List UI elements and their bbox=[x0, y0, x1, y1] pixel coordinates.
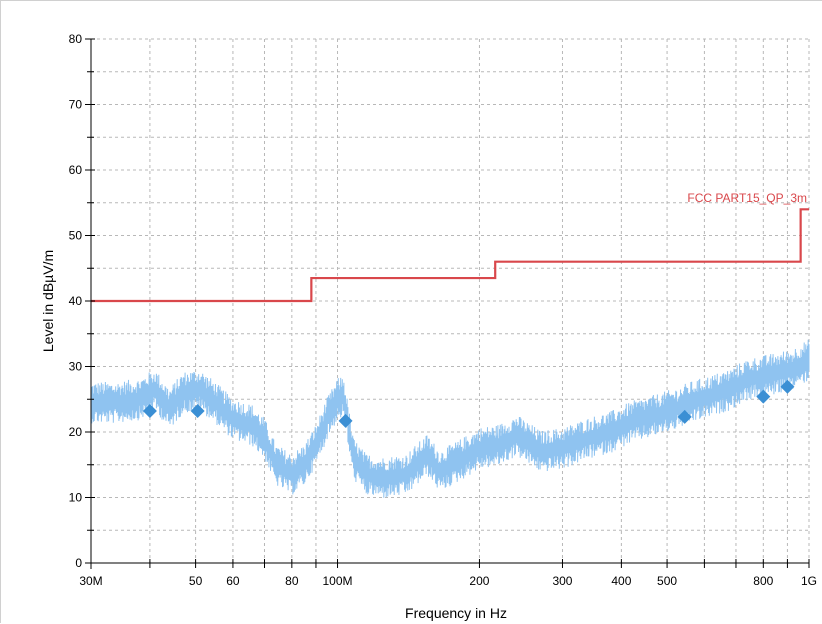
x-tick-label: 300 bbox=[552, 574, 572, 588]
y-tick-label: 50 bbox=[69, 229, 83, 243]
limit-step-path bbox=[91, 208, 809, 303]
y-tick-label: 70 bbox=[69, 98, 83, 112]
peak-marker bbox=[190, 404, 205, 419]
peak-markers bbox=[142, 379, 795, 428]
y-axis-title: Level in dBµV/m bbox=[40, 250, 56, 352]
x-tick-label: 400 bbox=[611, 574, 631, 588]
x-tick-label: 100M bbox=[323, 574, 353, 588]
y-tick-label: 0 bbox=[75, 556, 82, 570]
peak-marker bbox=[756, 389, 771, 404]
y-tick-label: 60 bbox=[69, 163, 83, 177]
x-tick-label: 60 bbox=[226, 574, 240, 588]
x-tick-label: 500 bbox=[657, 574, 677, 588]
axes: 0 10 20 30 40 50 60 70 80 30M 50 60 80 100M 200 300 400 5… bbox=[69, 32, 817, 588]
limit-line bbox=[91, 208, 809, 303]
x-tick-label: 200 bbox=[469, 574, 489, 588]
x-tick-label: 80 bbox=[285, 574, 299, 588]
x-tick-label: 50 bbox=[189, 574, 203, 588]
y-tick-label: 30 bbox=[69, 360, 83, 374]
limit-line-label: FCC PART15_QP_3m bbox=[687, 191, 807, 205]
peak-marker bbox=[142, 404, 157, 419]
x-axis-title: Frequency in Hz bbox=[405, 605, 507, 621]
x-tick-label: 1G bbox=[801, 574, 817, 588]
peak-marker bbox=[780, 379, 795, 394]
peak-marker bbox=[677, 409, 692, 424]
y-tick-label: 80 bbox=[69, 32, 83, 46]
x-tick-label: 800 bbox=[753, 574, 773, 588]
y-tick-label: 10 bbox=[69, 491, 83, 505]
y-tick-label: 20 bbox=[69, 425, 83, 439]
peak-marker bbox=[338, 413, 353, 428]
y-tick-label: 40 bbox=[69, 294, 83, 308]
x-tick-label: 30M bbox=[79, 574, 102, 588]
